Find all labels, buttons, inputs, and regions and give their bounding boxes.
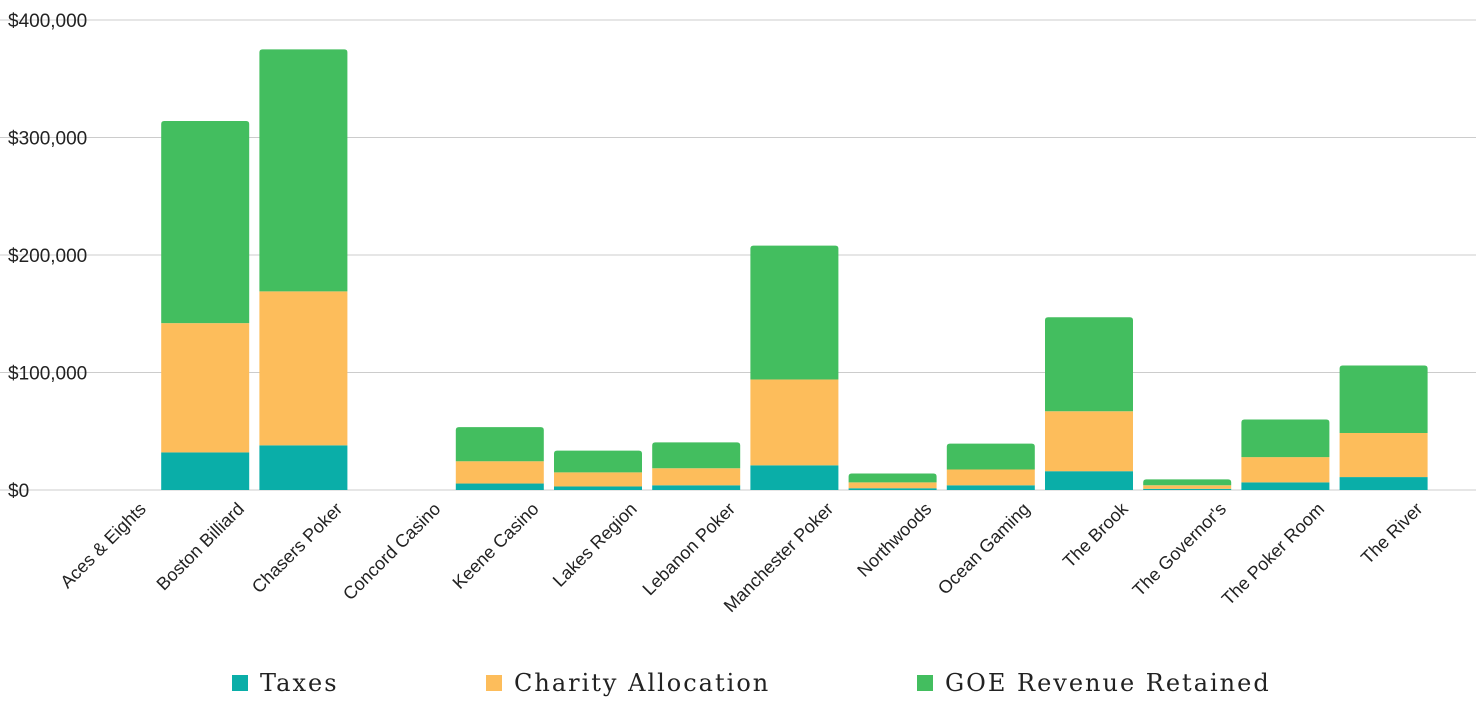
x-category-label-7: Manchester Poker bbox=[720, 499, 837, 616]
bar-10-series-2 bbox=[1045, 317, 1133, 412]
bar-6-series-0 bbox=[652, 485, 741, 490]
bars-layer bbox=[161, 49, 1428, 490]
bar-12-series-1 bbox=[1241, 457, 1330, 483]
bar-13-series-1 bbox=[1339, 433, 1428, 478]
bar-9-series-2 bbox=[946, 443, 1035, 470]
y-tick-label-3: $300,000 bbox=[8, 129, 87, 150]
bar-1-series-1 bbox=[161, 323, 250, 453]
bar-9-series-0 bbox=[946, 485, 1035, 490]
x-category-label-13: The River bbox=[1357, 499, 1426, 568]
bar-4-series-0 bbox=[455, 483, 544, 490]
legend-swatch-1 bbox=[486, 675, 502, 691]
bar-stack-8 bbox=[848, 473, 937, 490]
bar-12-series-0 bbox=[1241, 482, 1330, 490]
bar-5-series-1 bbox=[554, 472, 642, 487]
legend-item-0: Taxes bbox=[232, 669, 339, 697]
bar-stack-10 bbox=[1045, 317, 1133, 490]
bar-stack-5 bbox=[554, 450, 642, 490]
bar-1-series-0 bbox=[161, 452, 250, 490]
legend-swatch-2 bbox=[917, 675, 933, 691]
legend-label-1: Charity Allocation bbox=[514, 669, 770, 697]
legend-label-2: GOE Revenue Retained bbox=[945, 669, 1271, 697]
x-category-label-10: The Brook bbox=[1059, 498, 1133, 572]
x-category-label-8: Northwoods bbox=[853, 499, 935, 581]
x-category-label-11: The Governor's bbox=[1129, 499, 1230, 600]
y-tick-label-1: $100,000 bbox=[8, 364, 87, 385]
x-category-label-9: Ocean Gaming bbox=[934, 499, 1034, 599]
bar-stack-11 bbox=[1143, 479, 1232, 490]
bar-8-series-1 bbox=[848, 482, 937, 489]
bar-2-series-0 bbox=[259, 445, 348, 490]
bar-7-series-1 bbox=[750, 379, 839, 466]
bar-6-series-2 bbox=[652, 442, 741, 469]
bar-4-series-1 bbox=[455, 461, 544, 484]
x-category-label-2: Chasers Poker bbox=[248, 499, 346, 597]
legend: Taxes Charity Allocation GOE Revenue Retai… bbox=[232, 669, 1271, 697]
y-axis-tick-labels: $0 $100,000 $200,000 $300,000 $400,000 bbox=[8, 11, 87, 502]
x-category-label-12: The Poker Room bbox=[1218, 499, 1328, 609]
bar-5-series-2 bbox=[554, 450, 642, 473]
x-category-label-1: Boston Billiard bbox=[153, 499, 249, 595]
bar-11-series-0 bbox=[1143, 488, 1232, 490]
y-tick-label-4: $400,000 bbox=[8, 11, 87, 32]
legend-item-1: Charity Allocation bbox=[486, 669, 770, 697]
bar-stack-1 bbox=[161, 121, 250, 490]
bar-6-series-1 bbox=[652, 468, 741, 486]
bar-stack-9 bbox=[946, 443, 1035, 490]
bar-stack-4 bbox=[455, 427, 544, 490]
bar-7-series-0 bbox=[750, 465, 839, 490]
x-category-label-6: Lebanon Poker bbox=[639, 499, 739, 599]
bar-10-series-0 bbox=[1045, 471, 1133, 490]
bar-5-series-0 bbox=[554, 486, 642, 490]
bar-1-series-2 bbox=[161, 121, 250, 324]
bar-stack-7 bbox=[750, 245, 839, 490]
bar-stack-6 bbox=[652, 442, 741, 490]
bar-stack-12 bbox=[1241, 419, 1330, 490]
bar-9-series-1 bbox=[946, 469, 1035, 486]
y-tick-label-0: $0 bbox=[8, 481, 29, 502]
bar-stack-13 bbox=[1339, 365, 1428, 490]
bar-10-series-1 bbox=[1045, 411, 1133, 472]
bar-stack-2 bbox=[259, 49, 348, 490]
bar-4-series-2 bbox=[455, 427, 544, 462]
bar-11-series-1 bbox=[1143, 485, 1232, 489]
bar-2-series-2 bbox=[259, 49, 348, 292]
bar-7-series-2 bbox=[750, 245, 839, 380]
bar-11-series-2 bbox=[1143, 479, 1232, 486]
bar-13-series-2 bbox=[1339, 365, 1428, 434]
x-category-label-5: Lakes Region bbox=[549, 499, 641, 591]
x-category-label-0: Aces & Eights bbox=[56, 499, 149, 592]
bar-8-series-2 bbox=[848, 473, 937, 483]
bar-12-series-2 bbox=[1241, 419, 1330, 458]
bar-13-series-0 bbox=[1339, 477, 1428, 490]
y-tick-label-2: $200,000 bbox=[8, 246, 87, 267]
legend-item-2: GOE Revenue Retained bbox=[917, 669, 1271, 697]
legend-label-0: Taxes bbox=[260, 669, 339, 697]
legend-swatch-0 bbox=[232, 675, 248, 691]
x-category-label-4: Keene Casino bbox=[449, 499, 543, 593]
bar-8-series-0 bbox=[848, 488, 937, 490]
bar-2-series-1 bbox=[259, 291, 348, 446]
x-category-label-3: Concord Casino bbox=[339, 499, 444, 604]
x-axis-category-labels: Aces & Eights Boston Billiard Chasers Poke… bbox=[56, 498, 1426, 616]
